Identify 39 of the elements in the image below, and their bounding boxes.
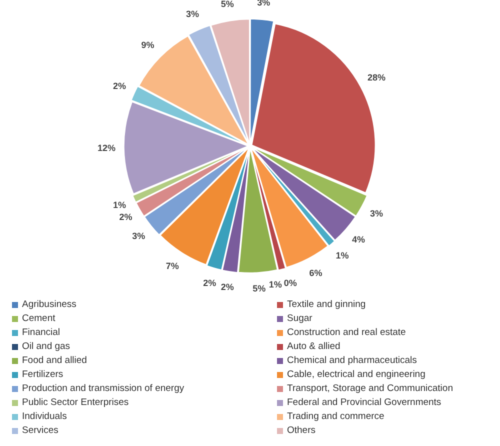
data-label: 3%: [132, 230, 146, 241]
legend-label: Construction and real estate: [286, 326, 407, 339]
data-label: 1%: [112, 200, 126, 210]
data-label: 7%: [166, 261, 179, 272]
legend-label: Food and allied: [21, 354, 88, 367]
legend-label: Financial: [21, 326, 62, 339]
legend-label: Production and transmission of energy: [21, 382, 186, 395]
data-label: 3%: [370, 208, 383, 218]
legend-label: Federal and Provincial Governments: [286, 396, 442, 409]
data-label: 1%: [336, 250, 349, 260]
data-label: 2%: [119, 212, 132, 222]
legend-label: Oil and gas: [21, 340, 72, 353]
legend-label: Public Sector Enterprises: [21, 396, 130, 409]
data-label: 2%: [203, 278, 216, 288]
data-label: 5%: [220, 0, 234, 9]
data-label: 9%: [141, 40, 154, 50]
legend-label: Others: [286, 424, 317, 437]
data-label: 5%: [252, 284, 266, 294]
data-label: 28%: [367, 72, 386, 83]
data-label: 2%: [112, 80, 126, 91]
legend-label: Transport, Storage and Communication: [286, 382, 454, 395]
legend-label: Cable, electrical and engineering: [286, 368, 426, 381]
legend-label: Cement: [21, 312, 56, 325]
data-label: 6%: [309, 268, 322, 278]
legend-label: Individuals: [21, 410, 68, 423]
text: 0%: [284, 278, 297, 288]
data-label: 4%: [352, 234, 365, 244]
legend-label: Trading and commerce: [286, 410, 386, 423]
data-label: 1%: [268, 279, 282, 290]
data-label: 2%: [220, 282, 234, 292]
legend-label: Chemical and pharmaceuticals: [286, 354, 418, 367]
legend-label: Auto & allied: [286, 340, 342, 353]
legend-label: Textile and ginning: [286, 298, 367, 311]
legend-label: Services: [21, 424, 60, 437]
legend-label: Agribusiness: [21, 298, 78, 311]
legend-label: Sugar: [286, 312, 314, 325]
data-label: 3%: [186, 9, 199, 20]
data-label: 12%: [98, 142, 116, 153]
legend-label: Fertilizers: [21, 368, 64, 381]
